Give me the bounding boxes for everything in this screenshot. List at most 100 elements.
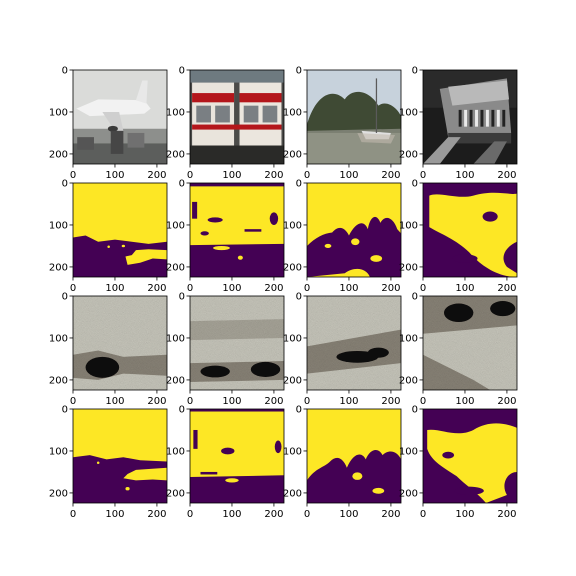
y-tick-label: 0 (412, 405, 418, 416)
x-tick-label: 0 (70, 509, 76, 520)
x-tick-label: 200 (147, 396, 166, 407)
panel-image (307, 183, 401, 277)
panel-image (423, 70, 517, 164)
axes-frame (306, 295, 402, 391)
x-tick-label: 0 (187, 283, 193, 294)
x-tick-label: 200 (264, 509, 283, 520)
x-tick-label: 0 (187, 170, 193, 181)
panel-image (73, 183, 167, 277)
y-tick-label: 100 (399, 107, 418, 118)
axes-frame (306, 182, 402, 278)
x-tick-label: 100 (455, 396, 474, 407)
x-tick-label: 100 (339, 396, 358, 407)
panel-image (73, 70, 167, 164)
y-tick-label: 100 (166, 107, 185, 118)
panel-image (307, 409, 401, 503)
x-tick-label: 200 (264, 396, 283, 407)
x-tick-label: 0 (420, 396, 426, 407)
panel-image (190, 183, 284, 277)
y-tick-label: 100 (166, 333, 185, 344)
y-tick-label: 0 (62, 405, 68, 416)
y-tick-label: 200 (399, 262, 418, 273)
y-tick-label: 200 (49, 149, 68, 160)
x-tick-label: 200 (381, 509, 400, 520)
y-tick-label: 200 (166, 149, 185, 160)
axes-frame (72, 69, 168, 165)
y-tick-label: 0 (296, 66, 302, 77)
y-tick-label: 0 (179, 292, 185, 303)
axes-frame (422, 182, 518, 278)
y-tick-label: 200 (283, 488, 302, 499)
panel-image (190, 296, 284, 390)
panel-image (423, 409, 517, 503)
y-tick-label: 0 (296, 179, 302, 190)
x-tick-label: 200 (264, 170, 283, 181)
x-tick-label: 200 (147, 283, 166, 294)
y-tick-label: 0 (179, 66, 185, 77)
x-tick-label: 100 (105, 509, 124, 520)
panel-image (73, 409, 167, 503)
y-tick-label: 200 (49, 262, 68, 273)
x-tick-label: 100 (105, 283, 124, 294)
y-tick-label: 200 (283, 262, 302, 273)
y-tick-label: 100 (166, 446, 185, 457)
x-tick-label: 0 (420, 283, 426, 294)
axes-frame (306, 69, 402, 165)
y-tick-label: 200 (166, 375, 185, 386)
y-tick-label: 200 (49, 375, 68, 386)
x-tick-label: 0 (304, 283, 310, 294)
y-tick-label: 100 (283, 107, 302, 118)
y-tick-label: 0 (412, 179, 418, 190)
y-tick-label: 0 (179, 405, 185, 416)
y-tick-label: 200 (166, 262, 185, 273)
x-tick-label: 200 (264, 283, 283, 294)
panel-image (73, 296, 167, 390)
x-tick-label: 100 (339, 283, 358, 294)
axes-frame (189, 408, 285, 504)
axes-frame (189, 182, 285, 278)
y-tick-label: 100 (283, 333, 302, 344)
y-tick-label: 100 (283, 446, 302, 457)
y-tick-label: 200 (166, 488, 185, 499)
axes-frame (422, 295, 518, 391)
x-tick-label: 200 (381, 170, 400, 181)
x-tick-label: 200 (497, 170, 516, 181)
x-tick-label: 0 (304, 509, 310, 520)
x-tick-label: 100 (222, 170, 241, 181)
x-tick-label: 0 (70, 283, 76, 294)
x-tick-label: 0 (304, 396, 310, 407)
panel-image (423, 296, 517, 390)
y-tick-label: 0 (412, 292, 418, 303)
y-tick-label: 200 (399, 149, 418, 160)
axes-frame (422, 69, 518, 165)
x-tick-label: 100 (222, 509, 241, 520)
y-tick-label: 100 (49, 220, 68, 231)
axes-frame (189, 295, 285, 391)
x-tick-label: 100 (222, 283, 241, 294)
y-tick-label: 0 (296, 292, 302, 303)
x-tick-label: 200 (147, 170, 166, 181)
y-tick-label: 100 (49, 107, 68, 118)
y-tick-label: 0 (179, 179, 185, 190)
y-tick-label: 100 (283, 220, 302, 231)
x-tick-label: 0 (70, 396, 76, 407)
axes-frame (72, 408, 168, 504)
x-tick-label: 0 (187, 509, 193, 520)
x-tick-label: 0 (420, 509, 426, 520)
x-tick-label: 200 (497, 283, 516, 294)
x-tick-label: 100 (339, 509, 358, 520)
y-tick-label: 200 (399, 375, 418, 386)
